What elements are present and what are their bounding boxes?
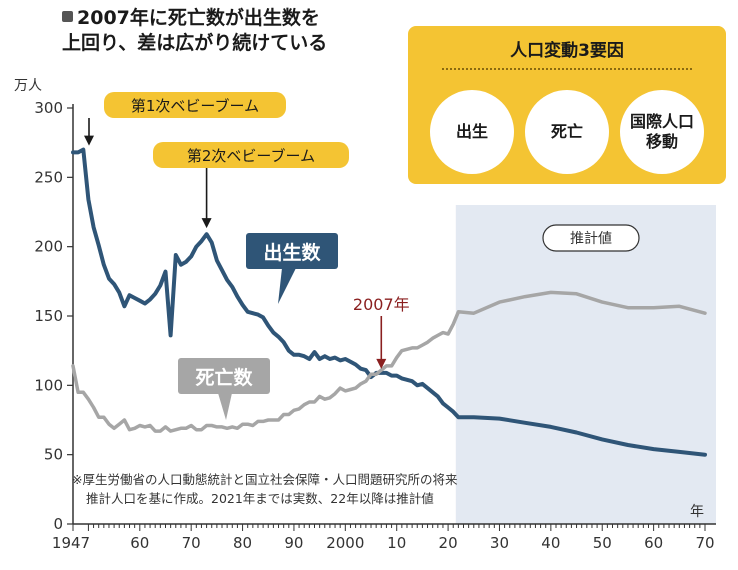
deaths-label-bg xyxy=(178,358,270,394)
arrow-2007-head xyxy=(376,358,387,369)
factor-migration: 国際人口 移動 xyxy=(620,90,704,174)
projection-label-text: 推計値 xyxy=(570,231,612,247)
annotation-baby-boom-2-text: 第2次ベビーブーム xyxy=(187,147,315,165)
factor-death-label: 死亡 xyxy=(550,122,583,141)
x-tick-label: 40 xyxy=(541,534,560,552)
x-tick-label: 1947 xyxy=(52,534,90,552)
y-tick-label: 150 xyxy=(34,307,63,325)
x-tick-label: 20 xyxy=(439,534,458,552)
deaths-label-text: 死亡数 xyxy=(195,366,253,389)
factors-divider xyxy=(442,68,692,70)
factor-birth: 出生 xyxy=(430,90,514,174)
factor-birth-label: 出生 xyxy=(455,122,488,141)
y-tick-label: 300 xyxy=(34,99,63,117)
x-tick-label: 50 xyxy=(593,534,612,552)
births-label-bg xyxy=(246,233,338,269)
factors-panel: 人口変動3要因 出生 死亡 国際人口 移動 xyxy=(408,26,726,184)
y-tick-label: 50 xyxy=(44,446,63,464)
y-tick-label: 200 xyxy=(34,238,63,256)
births-label-text: 出生数 xyxy=(263,241,321,264)
y-tick-label: 100 xyxy=(34,376,63,394)
births-label: 出生数 xyxy=(246,233,338,304)
cube-icon xyxy=(62,11,73,22)
source-note: ※厚生労働省の人口動態統計と国立社会保障・人口問題研究所の将来 推計人口を基に作… xyxy=(72,470,457,508)
factors-title: 人口変動3要因 xyxy=(510,41,624,61)
x-tick-label: 90 xyxy=(284,534,303,552)
y-tick-label: 250 xyxy=(34,168,63,186)
y-axis-label: 万人 xyxy=(14,78,42,94)
x-tick-label: 2000 xyxy=(326,534,364,552)
annotation-baby-boom-1-text: 第1次ベビーブーム xyxy=(131,97,259,115)
x-tick-label: 30 xyxy=(490,534,509,552)
title-text-1: 2007年に死亡数が出生数を xyxy=(77,7,320,29)
projection-region xyxy=(455,205,716,524)
annotation-baby-boom-2: 第2次ベビーブーム xyxy=(153,142,349,168)
annotation-baby-boom-1-bg xyxy=(104,92,286,118)
x-tick-label: 10 xyxy=(387,534,406,552)
deaths-line xyxy=(71,290,707,433)
note-line-2: 推計人口を基に作成。2021年までは実数、22年以降は推計値 xyxy=(86,491,434,506)
title-line-1: 2007年に死亡数が出生数を xyxy=(62,6,402,31)
annotation-2007: 2007年 xyxy=(353,295,410,314)
annotation-baby-boom-2-bg xyxy=(153,142,349,168)
projection-label-pill xyxy=(542,224,640,252)
x-tick-label: 70 xyxy=(182,534,201,552)
factor-death: 死亡 xyxy=(525,90,609,174)
births-label-pointer xyxy=(278,268,296,304)
births-line xyxy=(71,147,707,457)
projection-label: 推計値 xyxy=(542,224,640,252)
deaths-label-pointer xyxy=(218,393,232,420)
x-axis-label: 年 xyxy=(690,504,704,520)
annotation-baby-boom-1: 第1次ベビーブーム xyxy=(104,92,286,118)
arrow-baby-boom-1-head xyxy=(84,135,94,146)
y-tick-label: 0 xyxy=(53,515,63,533)
x-tick-label: 70 xyxy=(695,534,714,552)
arrow-baby-boom-2-head xyxy=(201,218,212,229)
chart-title: 2007年に死亡数が出生数を 上回り、差は広がり続けている xyxy=(62,6,402,56)
factor-migration-label: 国際人口 移動 xyxy=(629,112,694,151)
x-tick-label: 80 xyxy=(233,534,252,552)
x-tick-label: 60 xyxy=(644,534,663,552)
title-line-2: 上回り、差は広がり続けている xyxy=(62,32,328,54)
note-line-1: ※厚生労働省の人口動態統計と国立社会保障・人口問題研究所の将来 xyxy=(72,472,458,487)
deaths-label: 死亡数 xyxy=(178,358,270,420)
x-tick-label: 60 xyxy=(130,534,149,552)
